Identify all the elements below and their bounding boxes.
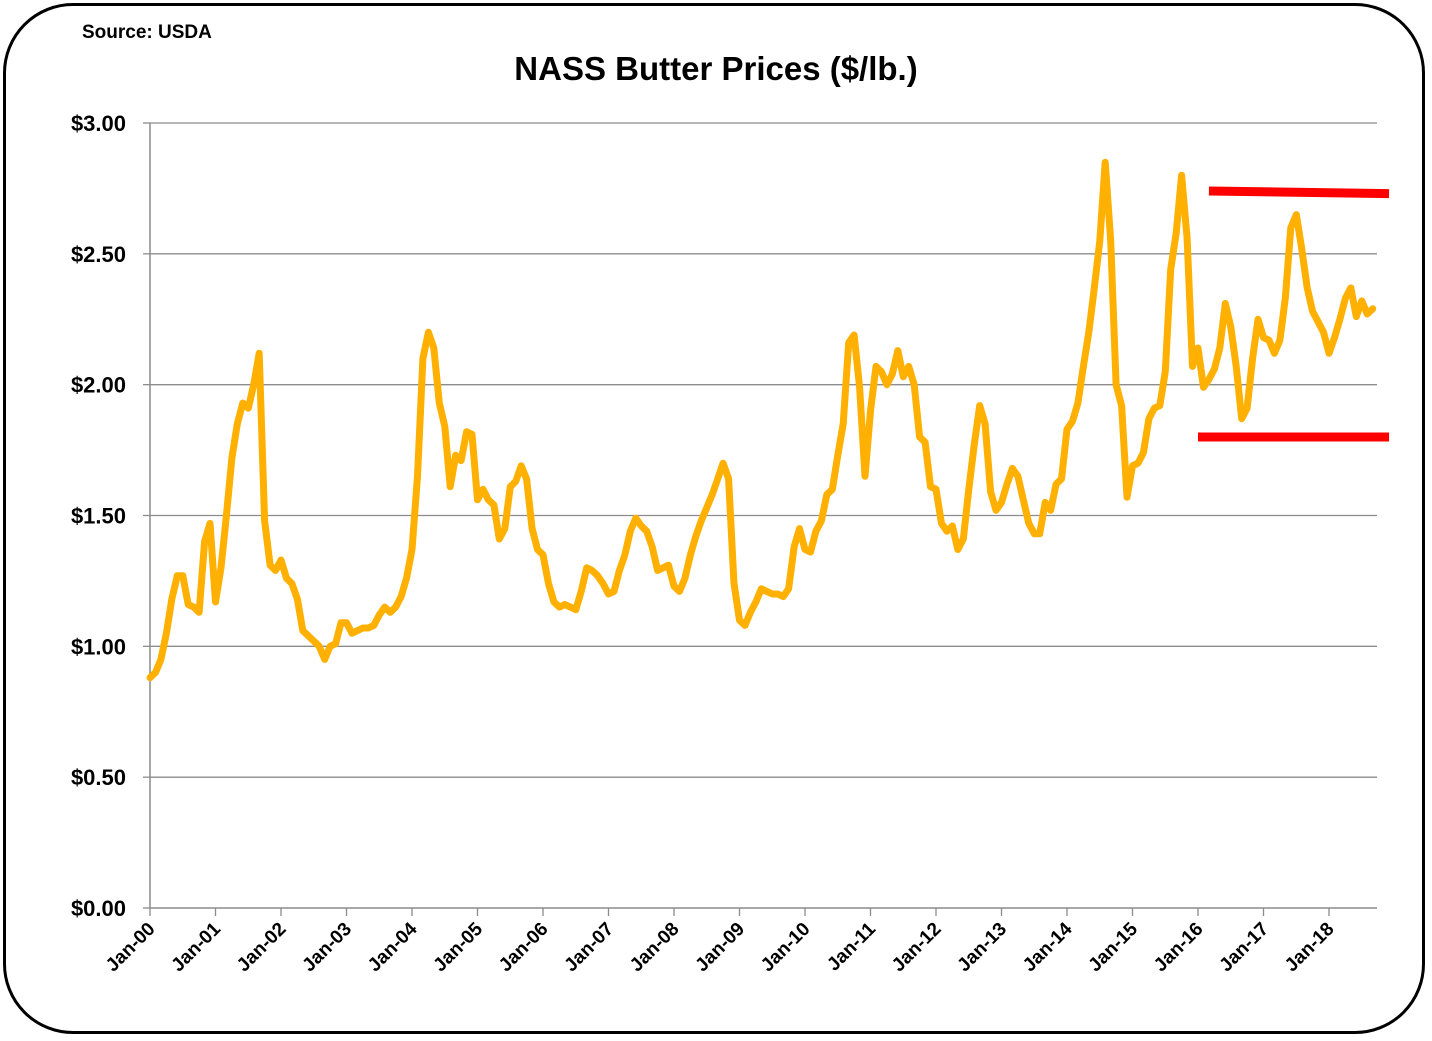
annotation-group xyxy=(1198,186,1390,442)
y-tick-label: $2.50 xyxy=(71,242,126,267)
x-tick-label: Jan-01 xyxy=(168,918,226,976)
x-tick-label: Jan-09 xyxy=(692,919,749,976)
upper-range-line xyxy=(1208,186,1390,199)
x-tick-label: Jan-15 xyxy=(1085,918,1143,976)
y-tick-label: $0.00 xyxy=(71,896,126,921)
series-line-butter-price xyxy=(146,158,1377,682)
x-tick-label: Jan-13 xyxy=(954,919,1011,976)
axes xyxy=(149,123,1377,916)
x-tick-label: Jan-07 xyxy=(561,919,618,976)
series-group xyxy=(146,158,1377,682)
y-tick-label: $0.50 xyxy=(71,765,126,790)
y-tick-label: $2.00 xyxy=(71,373,126,398)
y-axis-ticks: $0.00 $0.50 $1.00 $1.50 $2.00 $2.50 $3.00 xyxy=(71,111,126,921)
x-tick-label: Jan-16 xyxy=(1150,919,1207,976)
y-tick-label: $1.00 xyxy=(71,634,126,659)
x-tick-label: Jan-14 xyxy=(1019,918,1077,976)
x-tick-label: Jan-00 xyxy=(102,919,159,976)
x-tick-label: Jan-18 xyxy=(1281,919,1338,976)
x-tick-label: Jan-10 xyxy=(757,919,814,976)
x-tick-label: Jan-02 xyxy=(233,919,290,976)
x-tick-label: Jan-03 xyxy=(299,919,356,976)
chart-frame xyxy=(3,3,1425,1034)
x-tick-label: Jan-12 xyxy=(888,919,945,976)
y-tick-label: $3.00 xyxy=(71,111,126,136)
x-axis-ticks: Jan-00 Jan-01 Jan-02 Jan-03 Jan-04 Jan-05 Jan-… xyxy=(102,918,1338,976)
gridlines xyxy=(143,122,1377,909)
x-tick-label: Jan-17 xyxy=(1216,919,1273,976)
x-tick-label: Jan-04 xyxy=(364,918,422,976)
x-tick-label: Jan-11 xyxy=(823,918,880,975)
y-tick-label: $1.50 xyxy=(71,504,126,529)
source-note: Source: USDA xyxy=(82,22,212,43)
x-tick-label: Jan-08 xyxy=(626,919,683,976)
x-tick-label: Jan-05 xyxy=(430,918,488,976)
x-tick-label: Jan-06 xyxy=(495,919,552,976)
chart-title: NASS Butter Prices ($/lb.) xyxy=(514,50,918,87)
